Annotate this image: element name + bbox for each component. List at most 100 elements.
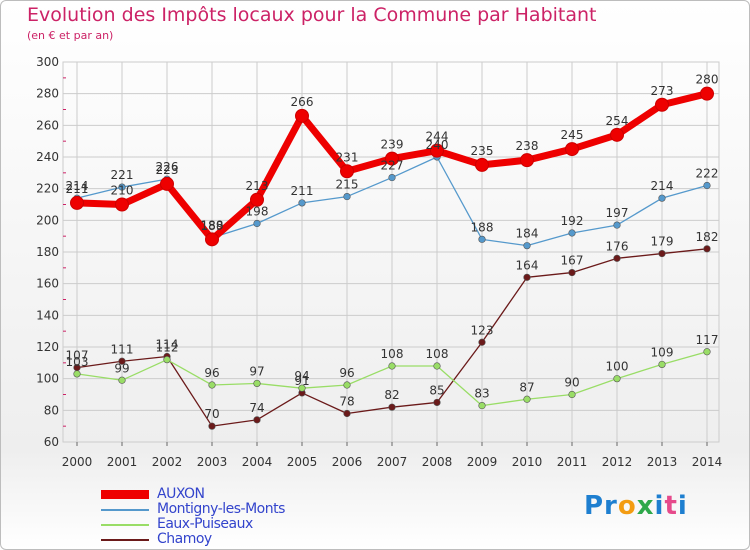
label-layer: 107 111 114 70 74 91 78 82 85 123 164 167 176 179 182 1… <box>66 73 719 421</box>
data-point-montigny-les-monts <box>298 199 306 207</box>
data-label-chamoy: 91 <box>294 374 309 388</box>
data-point-montigny-les-monts <box>118 183 126 191</box>
x-tick-label: 2000 <box>62 455 93 469</box>
data-label-eaux-puiseaux: 108 <box>426 347 449 361</box>
x-tick-label: 2006 <box>332 455 363 469</box>
data-point-montigny-les-monts <box>253 219 261 228</box>
data-label-eaux-puiseaux: 94 <box>294 369 309 383</box>
data-label-eaux-puiseaux: 96 <box>339 366 354 380</box>
x-tick-label: 2014 <box>692 455 723 469</box>
data-label-montigny-les-monts: 184 <box>516 227 539 241</box>
data-label-montigny-les-monts: 188 <box>471 220 494 234</box>
data-point-chamoy <box>433 398 441 407</box>
data-label-montigny-les-monts: 198 <box>246 205 269 219</box>
data-point-auxon <box>430 143 444 158</box>
data-point-eaux-puiseaux <box>433 362 441 370</box>
data-label-auxon: 213 <box>246 179 269 193</box>
data-label-chamoy: 179 <box>651 235 674 249</box>
data-point-montigny-les-monts <box>658 194 666 202</box>
data-label-eaux-puiseaux: 83 <box>474 387 489 401</box>
y-tick-label: 60 <box>44 435 59 449</box>
data-label-montigny-les-monts: 211 <box>291 184 314 198</box>
data-point-chamoy <box>388 403 396 411</box>
series-layer <box>70 86 714 430</box>
y-tick-label: 160 <box>36 277 59 291</box>
data-point-auxon <box>700 86 714 101</box>
data-point-auxon <box>610 127 624 142</box>
x-tick-label: 2004 <box>242 455 273 469</box>
data-point-eaux-puiseaux <box>523 395 531 403</box>
data-label-auxon: 245 <box>561 128 584 142</box>
data-label-eaux-puiseaux: 96 <box>204 366 219 380</box>
data-label-montigny-les-monts: 192 <box>561 214 584 228</box>
data-point-auxon <box>205 232 219 247</box>
x-tick-label: 2008 <box>422 455 453 469</box>
data-point-chamoy <box>523 273 531 281</box>
data-label-auxon: 266 <box>291 95 314 109</box>
data-label-auxon: 273 <box>651 84 674 98</box>
data-label-eaux-puiseaux: 90 <box>564 376 579 390</box>
data-label-eaux-puiseaux: 112 <box>156 341 179 355</box>
data-point-chamoy <box>208 422 216 430</box>
data-label-eaux-puiseaux: 103 <box>66 355 89 369</box>
x-tick-label: 2003 <box>197 455 228 469</box>
y-tick-label: 80 <box>44 403 59 417</box>
data-point-auxon <box>115 197 129 212</box>
data-label-montigny-les-monts: 214 <box>651 179 674 193</box>
x-tick-label: 2005 <box>287 455 318 469</box>
data-label-chamoy: 114 <box>156 338 179 352</box>
data-label-chamoy: 123 <box>471 323 494 337</box>
legend-label-auxon: AUXON <box>157 486 205 502</box>
legend-item-auxon: AUXON <box>101 487 285 502</box>
data-label-eaux-puiseaux: 97 <box>249 364 264 378</box>
data-point-eaux-puiseaux <box>703 348 711 356</box>
y-tick-label: 220 <box>36 182 59 196</box>
data-label-auxon: 211 <box>66 182 89 196</box>
data-label-chamoy: 182 <box>696 230 719 244</box>
data-label-montigny-les-monts: 189 <box>201 219 224 233</box>
data-label-auxon: 231 <box>336 150 359 164</box>
y-tick-label: 200 <box>36 213 59 227</box>
data-label-chamoy: 107 <box>66 349 89 363</box>
x-tick-label: 2013 <box>647 455 678 469</box>
data-point-montigny-les-monts <box>703 181 711 190</box>
data-point-chamoy <box>703 245 711 253</box>
chart-title: Evolution des Impôts locaux pour la Comm… <box>27 4 597 26</box>
y-tick-label: 240 <box>36 150 59 164</box>
data-point-montigny-les-monts <box>568 229 576 237</box>
data-point-eaux-puiseaux <box>343 381 351 389</box>
data-label-auxon: 223 <box>156 163 179 177</box>
legend-swatch-eaux-puiseaux <box>101 523 149 526</box>
y-tick-label: 120 <box>36 340 59 354</box>
x-tick-label: 2001 <box>107 455 138 469</box>
data-point-chamoy <box>568 268 576 277</box>
data-point-auxon <box>295 108 309 123</box>
data-point-montigny-les-monts <box>613 221 621 229</box>
data-label-eaux-puiseaux: 87 <box>519 380 534 394</box>
chart-subtitle: (en € et par an) <box>27 29 114 42</box>
data-point-auxon <box>385 151 399 166</box>
data-point-eaux-puiseaux <box>298 384 306 392</box>
data-label-montigny-les-monts: 197 <box>606 206 629 220</box>
data-point-auxon <box>70 195 84 210</box>
data-point-auxon <box>160 176 174 191</box>
x-tick-label: 2011 <box>557 455 588 469</box>
data-label-chamoy: 111 <box>111 342 134 356</box>
data-label-auxon: 280 <box>696 73 719 87</box>
data-label-eaux-puiseaux: 109 <box>651 345 674 359</box>
data-point-montigny-les-monts <box>523 242 531 250</box>
data-point-eaux-puiseaux <box>568 390 576 399</box>
data-point-auxon <box>565 142 579 157</box>
data-label-chamoy: 74 <box>249 401 264 415</box>
data-point-eaux-puiseaux <box>253 379 261 388</box>
data-label-auxon: 239 <box>381 138 404 152</box>
data-label-chamoy: 85 <box>429 383 444 397</box>
y-tick-label: 100 <box>36 372 59 386</box>
data-point-eaux-puiseaux <box>478 401 486 410</box>
data-point-montigny-les-monts <box>343 192 351 201</box>
legend-swatch-montigny <box>101 508 149 511</box>
data-label-montigny-les-monts: 214 <box>66 179 89 193</box>
data-label-montigny-les-monts: 222 <box>696 167 719 181</box>
data-label-montigny-les-monts: 221 <box>111 168 134 182</box>
